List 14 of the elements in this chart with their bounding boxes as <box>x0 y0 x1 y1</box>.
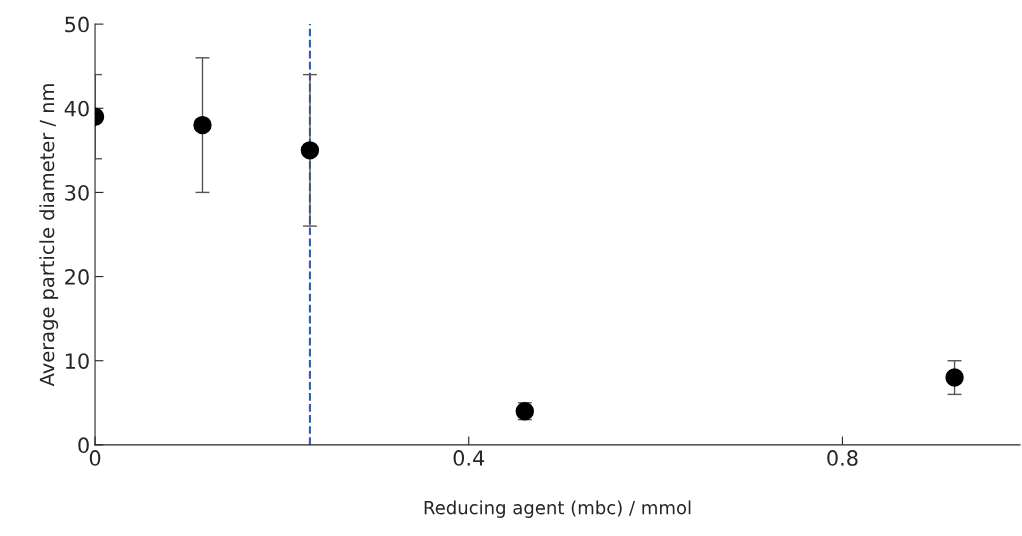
x-axis-title: Reducing agent (mbc) / mmol <box>424 500 691 518</box>
y-tick-label: 20 <box>65 269 89 285</box>
y-axis-title: Average particle diameter / nm <box>39 84 59 387</box>
point <box>300 141 320 160</box>
y-tick-label: 50 <box>65 16 89 33</box>
x-tick-label: 0 <box>89 450 101 466</box>
x-tick-label: 0.4 <box>453 450 485 466</box>
y-tick-label: 30 <box>65 184 89 201</box>
y-tick-label: 10 <box>65 353 89 369</box>
y-tick-label: 0 <box>78 437 89 454</box>
point <box>945 368 964 387</box>
x-tick-label: 0.8 <box>827 450 858 466</box>
y-tick-label: 40 <box>64 100 89 117</box>
point <box>193 115 212 135</box>
